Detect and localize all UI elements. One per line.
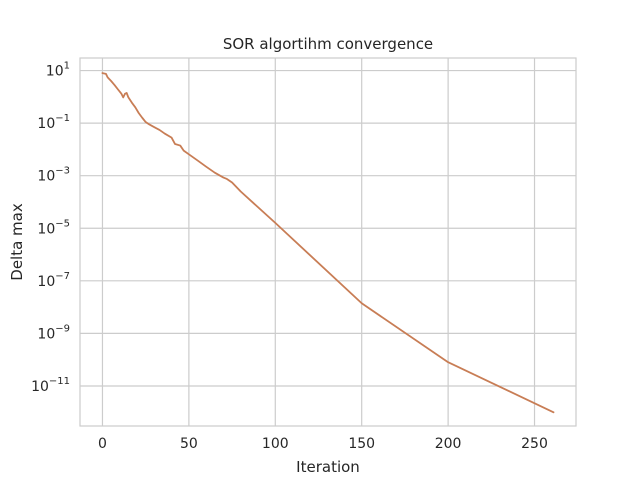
- x-tick-labels: 0 50 100 150 200 250: [98, 436, 548, 452]
- chart-title: SOR algortihm convergence: [223, 35, 433, 53]
- x-tick-label: 200: [435, 436, 462, 452]
- x-tick-label: 50: [180, 436, 198, 452]
- x-axis-label: Iteration: [296, 458, 360, 476]
- plot-background: [80, 58, 576, 426]
- plot-frame: [79, 57, 577, 427]
- y-tick-label: 10−11: [31, 376, 70, 395]
- x-tick-label: 100: [262, 436, 289, 452]
- series-layer: [101, 72, 555, 414]
- y-tick-label: 10−1: [37, 113, 70, 132]
- y-tick-label: 10−5: [37, 218, 70, 237]
- y-tick-label: 10−9: [37, 323, 70, 342]
- grid: [80, 58, 576, 426]
- y-tick-label: 101: [46, 61, 70, 80]
- x-tick-label: 250: [521, 436, 548, 452]
- y-tick-labels: 101 10−1 10−3 10−5 10−7 10−9 10−11: [31, 61, 70, 395]
- y-tick-label: 10−7: [37, 271, 70, 290]
- series-line: [101, 72, 555, 414]
- y-axis-label: Delta max: [8, 203, 26, 281]
- y-tick-label: 10−3: [37, 166, 70, 185]
- x-tick-label: 150: [348, 436, 375, 452]
- x-tick-label: 0: [98, 436, 107, 452]
